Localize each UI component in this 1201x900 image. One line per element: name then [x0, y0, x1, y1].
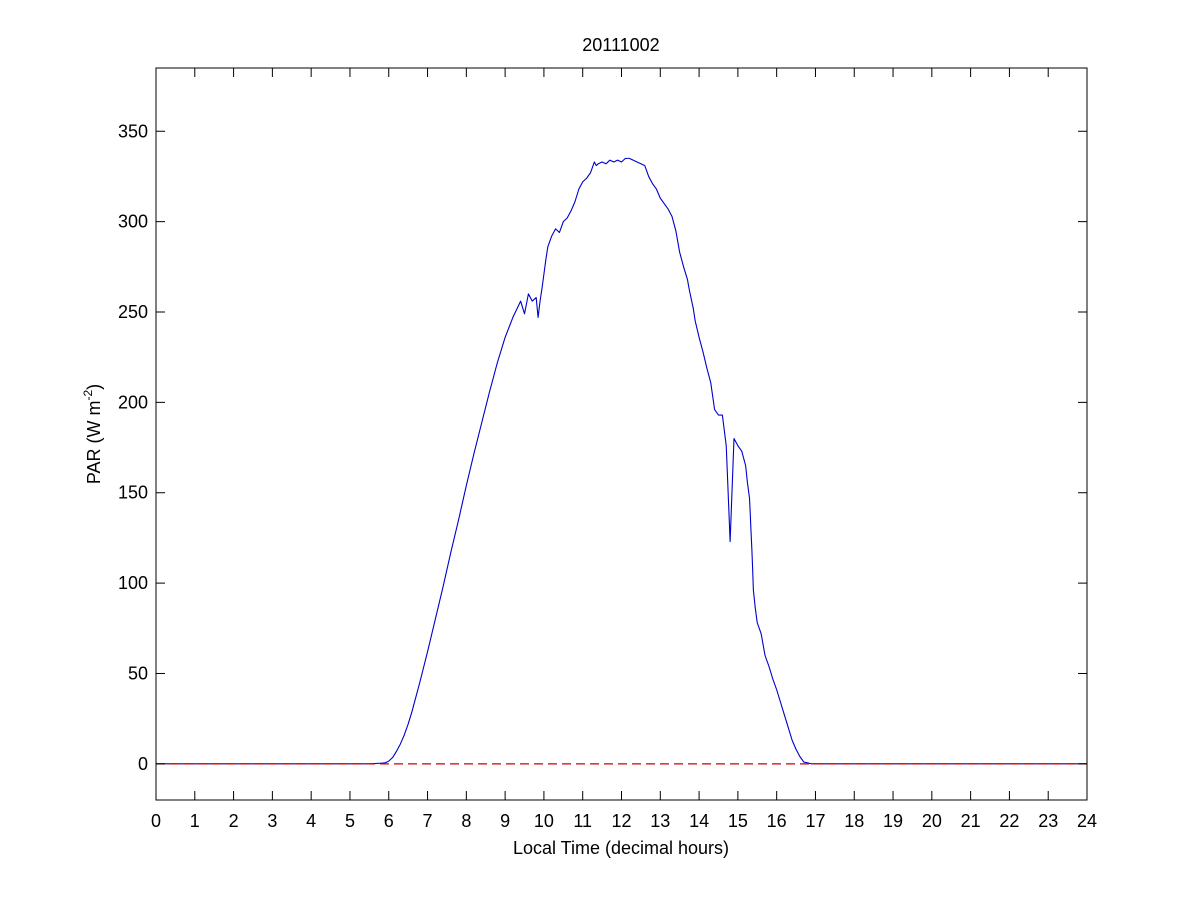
y-axis-title-exponent: -2 — [81, 390, 95, 401]
x-tick-label: 20 — [922, 811, 942, 831]
y-tick-label: 300 — [118, 212, 148, 232]
x-tick-label: 7 — [423, 811, 433, 831]
y-axis-title-main: PAR (W m — [84, 401, 104, 485]
x-tick-label: 18 — [844, 811, 864, 831]
x-tick-label: 2 — [229, 811, 239, 831]
x-axis-title: Local Time (decimal hours) — [513, 838, 729, 858]
x-tick-label: 19 — [883, 811, 903, 831]
x-tick-label: 13 — [650, 811, 670, 831]
x-tick-label: 4 — [306, 811, 316, 831]
x-tick-label: 16 — [767, 811, 787, 831]
x-tick-label: 11 — [573, 811, 592, 831]
y-tick-label: 200 — [118, 392, 148, 412]
x-tick-label: 12 — [611, 811, 631, 831]
x-tick-label: 8 — [461, 811, 471, 831]
series-line-1 — [156, 157, 1087, 765]
x-tick-label: 5 — [345, 811, 355, 831]
x-tick-label: 23 — [1038, 811, 1058, 831]
x-tick-label: 15 — [728, 811, 748, 831]
x-tick-label: 3 — [267, 811, 277, 831]
y-tick-label: 250 — [118, 302, 148, 322]
x-tick-label: 17 — [805, 811, 825, 831]
y-tick-label: 50 — [128, 663, 148, 683]
x-tick-label: 1 — [190, 811, 200, 831]
y-tick-label: 150 — [118, 483, 148, 503]
chart-title: 20111002 — [582, 35, 659, 55]
y-axis-title-close: ) — [84, 384, 104, 390]
x-tick-label: 9 — [500, 811, 510, 831]
x-tick-label: 22 — [999, 811, 1019, 831]
x-tick-label: 0 — [151, 811, 161, 831]
x-tick-label: 14 — [689, 811, 709, 831]
x-tick-label: 10 — [534, 811, 554, 831]
x-tick-label: 6 — [384, 811, 394, 831]
y-tick-label: 350 — [118, 121, 148, 141]
y-tick-label: 0 — [138, 754, 148, 774]
plot-area: 0 1 2 3 4 5 6 7 8 9 10 11 12 13 14 15 16 17 18 19 20 21 22 23 24… — [118, 67, 1097, 831]
x-tick-label: 21 — [961, 811, 981, 831]
y-axis-title: PAR (W m-2) — [81, 384, 104, 484]
x-tick-label: 24 — [1077, 811, 1097, 831]
y-tick-label: 100 — [118, 573, 148, 593]
